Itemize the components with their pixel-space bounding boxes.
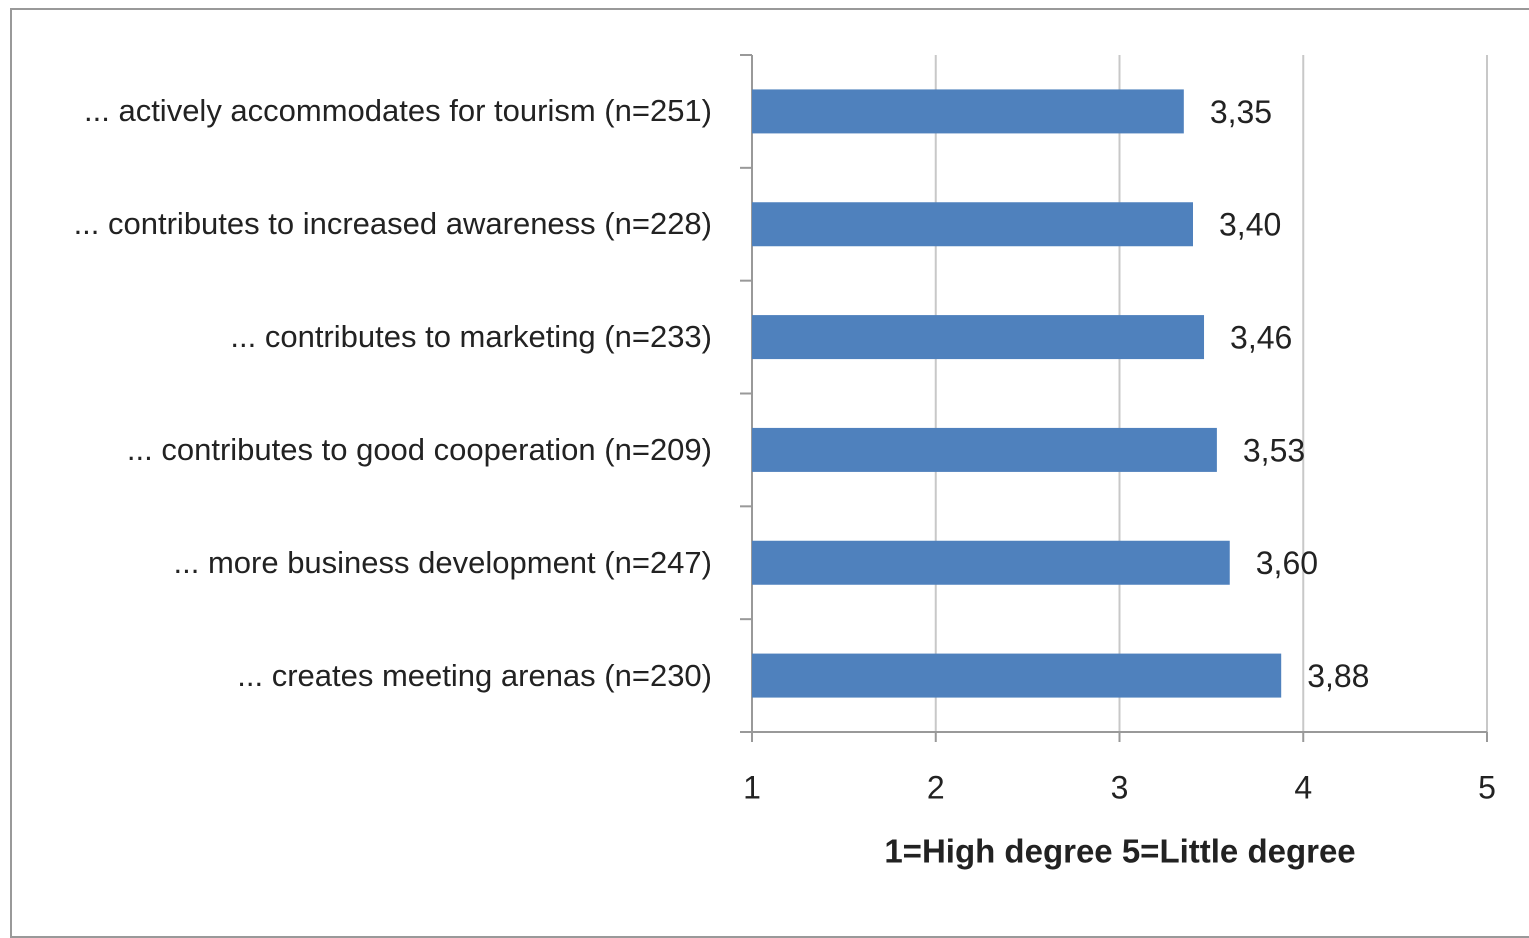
category-text: ... contributes to increased awareness (… [73, 206, 712, 242]
bar [752, 315, 1205, 360]
value-label: 3,35 [1210, 94, 1272, 130]
bar [752, 202, 1193, 247]
value-label: 3,46 [1230, 320, 1292, 356]
value-label: 3,60 [1256, 545, 1318, 581]
bar [752, 653, 1282, 698]
bar [752, 89, 1184, 134]
x-tick-label: 5 [1478, 769, 1496, 805]
category-label: ... actively accommodates for tourism (n… [30, 55, 712, 168]
x-tick-label: 2 [927, 769, 945, 805]
category-text: ... actively accommodates for tourism (n… [84, 93, 712, 129]
bar [752, 427, 1217, 472]
category-text: ... contributes to good cooperation (n=2… [126, 431, 712, 467]
bar [752, 540, 1230, 585]
category-text: ... more business development (n=247) [173, 544, 713, 580]
value-label: 3,88 [1307, 658, 1369, 694]
x-axis-label: 1=High degree 5=Little degree [884, 833, 1355, 870]
category-text: ... contributes to marketing (n=233) [230, 319, 712, 355]
x-tick-label: 4 [1294, 769, 1312, 805]
value-label: 3,53 [1243, 432, 1305, 468]
x-tick-label: 1 [743, 769, 761, 805]
category-label: ... creates meeting arenas (n=230) [30, 619, 712, 732]
category-text: ... creates meeting arenas (n=230) [237, 657, 712, 693]
x-tick-label: 3 [1111, 769, 1129, 805]
category-label: ... contributes to marketing (n=233) [30, 281, 712, 394]
category-label: ... more business development (n=247) [30, 506, 713, 619]
category-label: ... contributes to increased awareness (… [30, 168, 712, 281]
category-label: ... contributes to good cooperation (n=2… [30, 394, 712, 507]
value-label: 3,40 [1219, 207, 1281, 243]
